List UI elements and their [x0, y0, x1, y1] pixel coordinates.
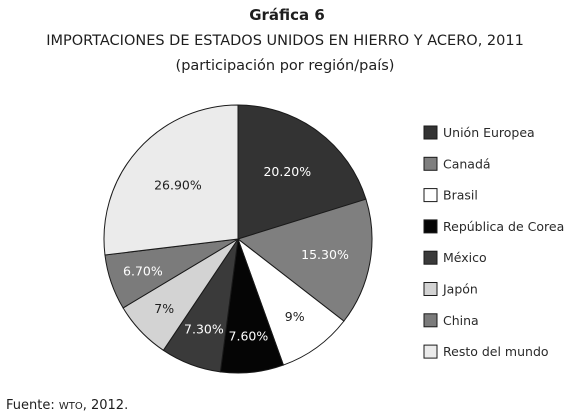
pie-chart: 20.20% 15.30% 9% 7.60% 7.30% 7% 6.70% 26.90% Un…	[103, 104, 564, 374]
pie-slice	[236, 198, 373, 322]
source-org: WTO	[58, 401, 83, 412]
legend-label: China	[443, 313, 479, 328]
source-note: Fuente: WTO, 2012.	[6, 398, 128, 413]
legend-label: Canadá	[443, 156, 491, 171]
legend-swatch	[423, 344, 438, 359]
chart-note: (participación por región/país)	[175, 58, 395, 74]
pie-slice-labels: 20.20% 15.30% 9% 7.60% 7.30% 7% 6.70% 26.90%	[123, 164, 349, 343]
pie-slices	[103, 104, 373, 374]
pie-slice-label: 20.20%	[263, 164, 311, 179]
pie-slice-label: 7%	[154, 301, 174, 316]
legend-label: República de Corea	[443, 219, 564, 234]
source-label: Fuente:	[6, 398, 55, 413]
legend-label: Resto del mundo	[443, 344, 549, 359]
legend-label: Brasil	[443, 188, 478, 203]
legend-swatch	[423, 188, 438, 203]
pie-slice-label: 15.30%	[301, 247, 349, 262]
pie-slice-label: 6.70%	[123, 264, 163, 279]
legend-swatch	[423, 125, 438, 140]
legend-label: Japón	[442, 282, 478, 297]
legend-swatch	[423, 282, 438, 296]
legend-swatch	[423, 156, 438, 171]
pie-slice-label: 7.30%	[184, 321, 224, 336]
chart-subtitle: IMPORTACIONES DE ESTADOS UNIDOS EN HIERR…	[46, 33, 524, 49]
pie-slice-label: 7.60%	[229, 328, 269, 343]
legend-label: Unión Europea	[443, 125, 535, 140]
pie-slice	[103, 104, 239, 256]
pie-slice	[237, 104, 367, 240]
pie-slice-label: 9%	[285, 309, 305, 324]
legend-swatch	[423, 219, 438, 234]
legend-swatch	[423, 313, 438, 328]
source-year: , 2012.	[82, 398, 129, 413]
chart-title: Gráfica 6	[249, 6, 325, 24]
legend: Unión Europea Canadá Brasil República de Co…	[423, 125, 564, 359]
pie-slice-label: 26.90%	[154, 178, 202, 193]
legend-swatch	[423, 250, 438, 265]
legend-label: México	[443, 250, 487, 265]
